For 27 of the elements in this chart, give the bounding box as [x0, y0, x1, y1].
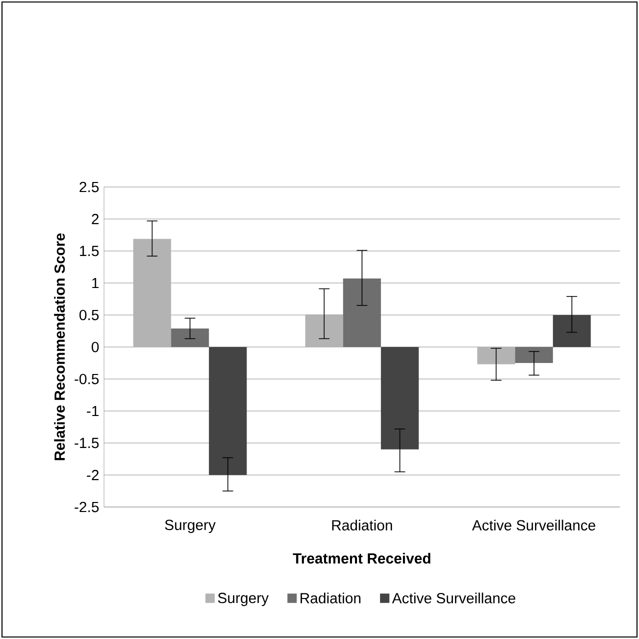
legend-label: Active Surveillance: [392, 592, 516, 604]
y-tick-label: -2: [86, 470, 99, 480]
bar: [477, 347, 516, 364]
y-tick-label: 2.5: [80, 182, 99, 192]
bar: [343, 278, 381, 347]
x-tick-label: Active Surveillance: [472, 520, 596, 530]
y-tick-label: 2: [92, 214, 99, 224]
bar: [380, 347, 419, 450]
legend-label: Radiation: [300, 592, 360, 604]
x-tick-label: Surgery: [164, 520, 216, 533]
x-axis-title: Treatment Received: [292, 552, 430, 564]
y-tick-label: 1.5: [80, 246, 99, 256]
y-tick-label: 1: [92, 278, 99, 288]
y-tick-label: -1: [86, 406, 99, 416]
bar: [208, 347, 247, 475]
bar: [171, 328, 209, 347]
legend-label: Surgery: [218, 592, 269, 606]
bar: [552, 315, 591, 347]
bar: [133, 238, 172, 347]
y-axis-title: Relative Recommendation Score: [54, 233, 65, 460]
y-tick-label: 0.5: [79, 310, 99, 320]
y-tick-label: -2.5: [74, 502, 99, 512]
y-tick-label: 0: [92, 342, 99, 352]
bar: [515, 347, 553, 363]
x-tick-label: Radiation: [332, 520, 392, 530]
y-tick-label: -1.5: [74, 438, 99, 448]
y-tick-label: -0.5: [74, 374, 99, 384]
